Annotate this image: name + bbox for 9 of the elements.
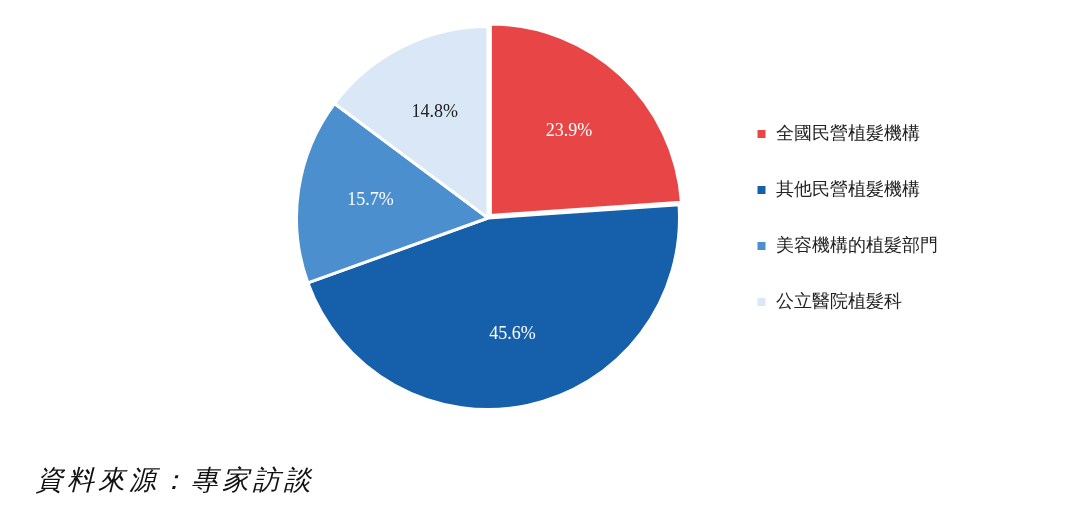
- legend-label: 全國民營植髮機構: [776, 122, 920, 143]
- data-label: 14.8%: [411, 100, 459, 121]
- source-note: 資料來源：專家訪談: [36, 464, 316, 497]
- data-label: 45.6%: [489, 322, 536, 343]
- legend-label: 公立醫院植髮科: [776, 290, 902, 311]
- data-label: 23.9%: [545, 119, 593, 140]
- data-label: 15.7%: [347, 189, 394, 210]
- legend-label: 美容機構的植髮部門: [776, 234, 938, 255]
- legend-label: 其他民營植髮機構: [776, 178, 920, 199]
